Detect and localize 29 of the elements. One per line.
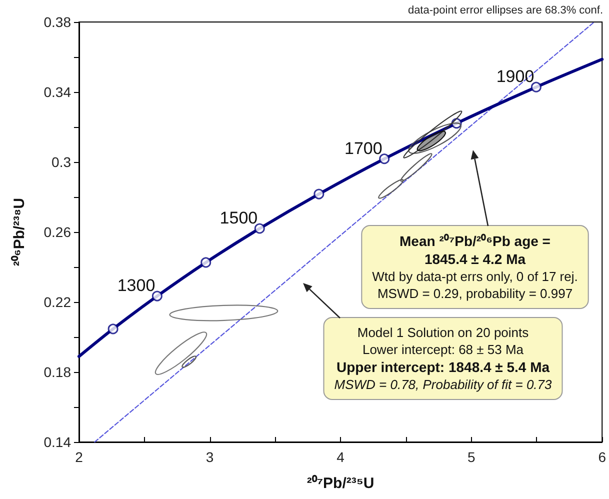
annotation: Mean ²⁰⁷Pb/²⁰⁶Pb age = 1845.4 ± 4.2 Ma Wtd by data-pt errs only, 0 of 17 rej. MSWD = 0.29, probability = 0.997 [372,233,578,301]
y-axis-title: ²⁰⁶Pb/²³⁸U [10,198,28,266]
point [314,188,324,200]
annotation: 1500 [220,208,258,228]
x-tick-label: 6 [598,449,606,465]
point [200,257,212,268]
annotation: 1900 [496,67,534,86]
x-tick-label: 4 [336,449,345,465]
point [530,82,542,92]
line-series [78,58,604,358]
point [108,324,118,334]
y-tick-label: 0.14 [44,434,72,450]
x-tick-label: 5 [467,449,476,465]
annotation: Model 1 Solution on 20 points Lower intercept: 68 ± 53 Ma Upper intercept: 1848.4 ± 5.4 Ma MSWD = 0.78, Probability of fit = 0.73 [334,325,553,392]
x-tick-label: 3 [206,449,214,465]
text: data-point error ellipses are 68.3% conf. [408,4,604,16]
annotation: 1700 [344,138,382,158]
y-tick-label: 0.3 [52,154,72,170]
y-tick-label: 0.26 [44,224,72,240]
y-tick-label: 0.34 [44,84,72,100]
y-tick-label: 0.38 [44,14,72,30]
point [152,290,162,302]
point [254,223,265,234]
x-axis-title: ²⁰⁷Pb/²³⁵U [306,474,374,492]
y-tick-label: 0.18 [44,364,72,380]
x-tick-label: 2 [75,449,84,465]
annotation: 1300 [117,276,156,296]
y-tick-label: 0.22 [44,294,72,310]
point [379,154,390,164]
